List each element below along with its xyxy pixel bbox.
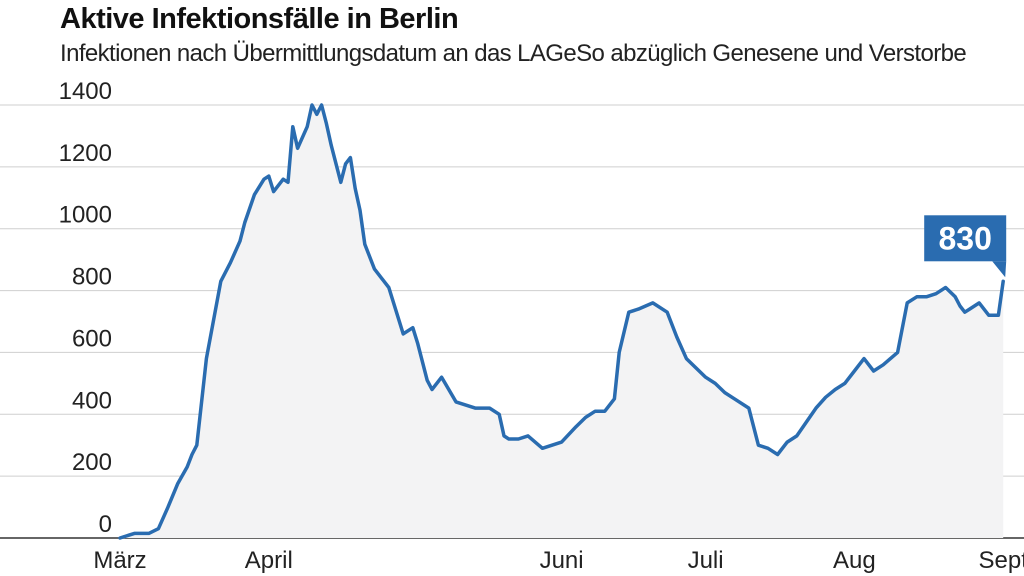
series-line	[118, 103, 1005, 540]
y-tick-label: 1200	[59, 140, 112, 167]
chart-title: Aktive Infektionsfälle in Berlin	[60, 3, 459, 35]
y-tick-label: 1400	[59, 78, 112, 105]
y-tick-label: 0	[99, 511, 112, 538]
y-tick-label: 600	[72, 325, 112, 352]
callout-label: 830	[939, 220, 992, 256]
x-tick-label: Sept	[979, 547, 1024, 574]
x-tick-label: Aug	[833, 547, 876, 574]
x-tick-label: Juli	[688, 547, 724, 574]
y-tick-label: 800	[72, 264, 112, 291]
y-tick-label: 400	[72, 387, 112, 414]
area-fill	[120, 105, 1004, 538]
value-callout: 830	[924, 215, 1007, 278]
x-tick-label: März	[93, 547, 146, 574]
x-tick-label: April	[245, 547, 293, 574]
chart-subtitle: Infektionen nach Übermittlungsdatum an d…	[60, 40, 967, 67]
callout-pointer	[992, 261, 1007, 278]
x-tick-label: Juni	[540, 547, 584, 574]
y-tick-label: 200	[72, 449, 112, 476]
callout-box	[924, 215, 1007, 262]
x-axis: März April Juni Juli Aug Sept	[93, 547, 1024, 574]
y-tick-label: 1000	[59, 202, 112, 229]
y-axis: 0 200 400 600 800 1000 1200 1400	[59, 78, 112, 538]
